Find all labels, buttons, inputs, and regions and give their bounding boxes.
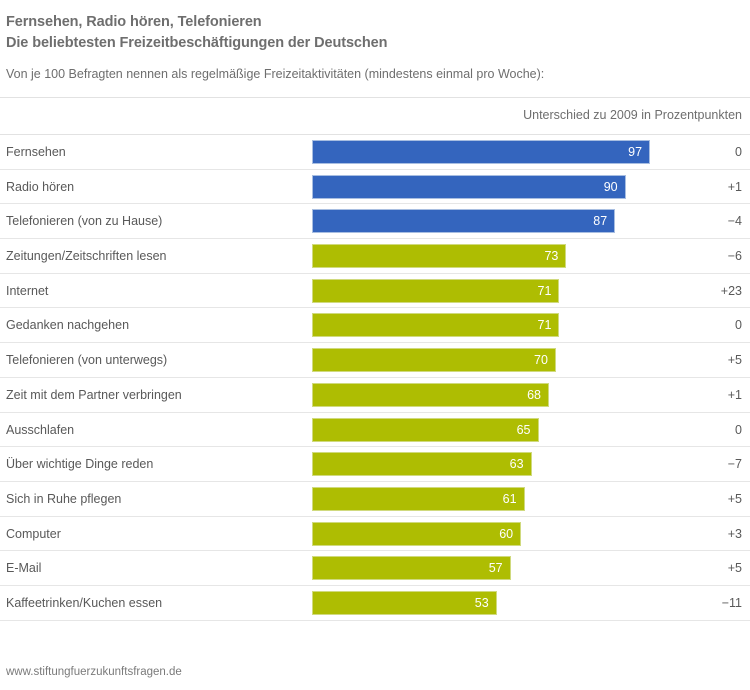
bar-value-label: 60 <box>499 526 514 541</box>
table-row: Ausschlafen 65 0 <box>0 413 750 448</box>
bar-value-label: 61 <box>502 491 517 506</box>
row-category-label: Zeitungen/Zeitschriften lesen <box>6 249 167 264</box>
row-difference-value: +3 <box>727 526 742 541</box>
column-header-difference: Unterschied zu 2009 in Prozentpunkten <box>523 108 742 122</box>
row-category-label: Telefonieren (von zu Hause) <box>6 214 163 229</box>
row-difference-value: +23 <box>720 283 742 298</box>
row-category-label: Über wichtige Dinge reden <box>6 457 154 472</box>
row-category-label: Fernsehen <box>6 145 66 159</box>
table-row: Telefonieren (von unterwegs) 70 +5 <box>0 343 750 378</box>
bar-value-label: 70 <box>534 353 548 368</box>
bar-value-label: 53 <box>474 595 489 610</box>
row-difference-value: +5 <box>727 491 742 506</box>
table-row: Fernsehen 97 0 <box>0 135 750 170</box>
table-row: Zeit mit dem Partner verbringen 68 +1 <box>0 378 750 413</box>
bar-track: 90 <box>312 174 626 199</box>
column-header-row: Unterschied zu 2009 in Prozentpunkten <box>0 98 750 134</box>
table-row: E-Mail 57 +5 <box>0 551 750 586</box>
row-category-label: Telefonieren (von unterwegs) <box>6 353 168 368</box>
bar-green: 70 <box>312 348 556 373</box>
row-difference-value: +5 <box>727 353 742 368</box>
bar-green: 68 <box>312 382 549 407</box>
row-category-label: Ausschlafen <box>6 422 75 437</box>
bar-value-label: 87 <box>593 214 608 229</box>
bar-green: 73 <box>312 244 567 269</box>
bar-track: 60 <box>312 521 522 546</box>
bar-track: 70 <box>312 348 556 373</box>
table-row: Radio hören 90 +1 <box>0 170 750 205</box>
table-row: Über wichtige Dinge reden 63 −7 <box>0 447 750 482</box>
bar-blue: 97 <box>312 140 651 164</box>
row-difference-value: −7 <box>727 457 742 472</box>
bar-green: 53 <box>312 590 497 615</box>
bar-value-label: 63 <box>509 457 524 472</box>
table-row: Kaffeetrinken/Kuchen essen 53 −11 <box>0 586 750 621</box>
bar-track: 65 <box>312 417 539 442</box>
row-category-label: Internet <box>6 283 49 298</box>
row-difference-value: −6 <box>727 249 742 264</box>
bar-value-label: 97 <box>628 145 643 159</box>
row-category-label: Radio hören <box>6 179 75 194</box>
bar-green: 71 <box>312 313 560 338</box>
row-category-label: Computer <box>6 526 61 541</box>
bar-track: 57 <box>312 556 511 581</box>
row-difference-value: +1 <box>727 179 742 194</box>
bar-value-label: 90 <box>603 179 618 194</box>
bar-blue: 90 <box>312 174 626 199</box>
bar-track: 87 <box>312 209 616 234</box>
row-difference-value: +1 <box>727 387 742 402</box>
bar-value-label: 57 <box>488 561 503 576</box>
table-row: Zeitungen/Zeitschriften lesen 73 −6 <box>0 239 750 274</box>
bar-track: 73 <box>312 244 567 269</box>
row-category-label: E-Mail <box>6 561 42 576</box>
page-title-line-2: Die beliebtesten Freizeitbeschäftigungen… <box>6 35 388 51</box>
header-divider-bottom <box>0 134 750 135</box>
row-difference-value: −4 <box>727 214 742 229</box>
bar-green: 65 <box>312 417 539 442</box>
bar-green: 57 <box>312 556 511 581</box>
row-difference-value: −11 <box>721 595 742 610</box>
bar-track: 71 <box>312 278 560 303</box>
chart-header: Fernsehen, Radio hören, Telefonieren Die… <box>0 0 750 82</box>
row-category-label: Sich in Ruhe pflegen <box>6 491 122 506</box>
source-footer: www.stiftungfuerzukunftsfragen.de <box>6 666 182 678</box>
row-difference-value: 0 <box>735 422 742 437</box>
bar-track: 97 <box>312 140 651 164</box>
header-divider-top <box>0 97 750 98</box>
bar-value-label: 71 <box>537 318 552 333</box>
bar-track: 63 <box>312 452 532 477</box>
bar-green: 61 <box>312 486 525 511</box>
page-title-line-1: Fernsehen, Radio hören, Telefonieren <box>6 14 262 30</box>
chart-subtitle: Von je 100 Befragten nennen als regelmäß… <box>6 67 545 81</box>
row-difference-value: 0 <box>735 318 742 333</box>
table-row: Telefonieren (von zu Hause) 87 −4 <box>0 204 750 240</box>
bar-green: 63 <box>312 452 532 477</box>
bar-chart: Fernsehen 97 0 Radio hören 90 +1 Telefonieren … <box>0 135 750 621</box>
bar-value-label: 68 <box>527 387 541 402</box>
bar-green: 60 <box>312 521 522 546</box>
bar-value-label: 73 <box>544 249 559 264</box>
bar-value-label: 71 <box>537 283 552 298</box>
bar-blue: 87 <box>312 209 616 234</box>
bar-track: 61 <box>312 486 525 511</box>
table-row: Gedanken nachgehen 71 0 <box>0 308 750 344</box>
row-difference-value: +5 <box>727 561 742 576</box>
bar-track: 53 <box>312 590 497 615</box>
table-row: Computer 60 +3 <box>0 517 750 552</box>
row-difference-value: 0 <box>735 145 742 159</box>
bar-value-label: 65 <box>516 422 531 437</box>
row-category-label: Gedanken nachgehen <box>6 318 130 333</box>
row-category-label: Zeit mit dem Partner verbringen <box>6 387 182 402</box>
table-row: Sich in Ruhe pflegen 61 +5 <box>0 482 750 517</box>
bar-green: 71 <box>312 278 560 303</box>
table-row: Internet 71 +23 <box>0 274 750 309</box>
bar-track: 68 <box>312 382 549 407</box>
row-category-label: Kaffeetrinken/Kuchen essen <box>6 595 163 610</box>
bar-track: 71 <box>312 313 560 338</box>
